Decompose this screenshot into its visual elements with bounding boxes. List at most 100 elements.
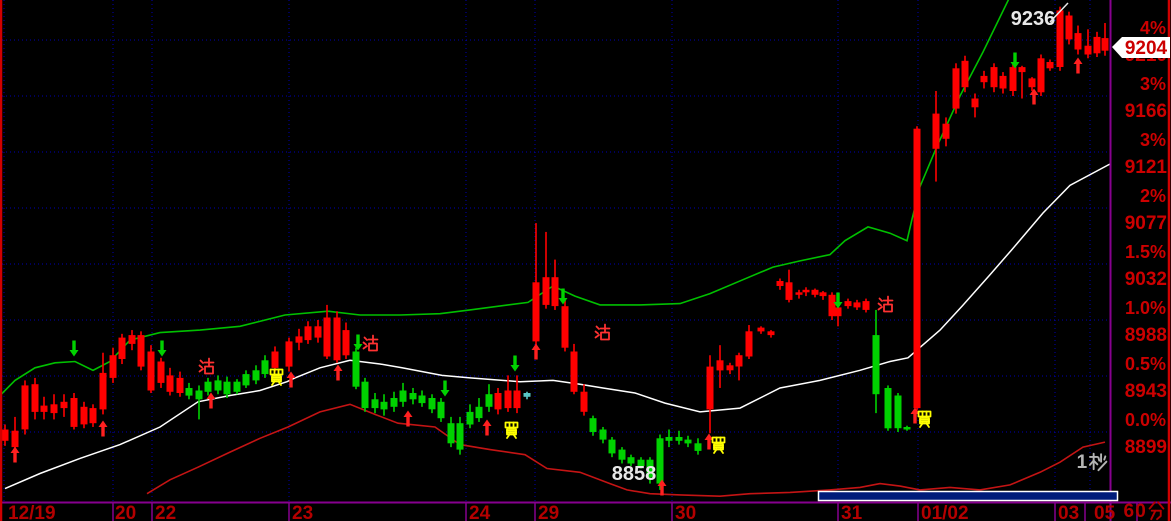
candlestick	[304, 321, 312, 344]
candlestick	[646, 457, 654, 484]
x-axis-label: 12/19	[8, 503, 56, 521]
candlestick	[684, 435, 692, 448]
x-axis-label: 20	[115, 503, 136, 521]
candlestick	[399, 382, 407, 407]
candlestick	[214, 375, 222, 395]
candlestick	[618, 447, 626, 464]
candlestick	[475, 398, 483, 422]
last-price-tag: 9204	[1112, 37, 1170, 59]
candlestick	[204, 377, 212, 396]
buy-arrow-up-icon	[531, 343, 541, 360]
buy-arrow-up-icon	[1029, 88, 1039, 105]
candlestick	[819, 291, 827, 300]
candlestick	[795, 289, 803, 299]
candlestick	[361, 377, 369, 412]
candlestick	[706, 355, 714, 434]
candlestick	[504, 375, 512, 412]
candlestick	[342, 322, 350, 360]
horizontal-scrollbar[interactable]	[817, 490, 1119, 502]
candlestick	[409, 387, 417, 405]
y-axis-percent-label: 0.0%	[1125, 410, 1166, 430]
candlestick	[371, 392, 379, 414]
candlestick	[599, 426, 607, 444]
y-axis-percent-label: 0.5%	[1125, 354, 1166, 374]
candlestick	[971, 93, 979, 118]
y-axis-price-label: 8943	[1125, 381, 1167, 402]
candlestick	[295, 328, 303, 351]
candlestick	[675, 430, 683, 445]
candlestick	[352, 347, 360, 390]
candlestick	[694, 438, 702, 455]
candlestick	[252, 365, 260, 385]
sell-arrow-down-icon	[353, 334, 363, 351]
y-axis-percent-label: 4%	[1140, 18, 1166, 38]
candlestick	[428, 394, 436, 414]
candlestick	[811, 288, 819, 298]
candlestick	[147, 345, 155, 393]
candlestick	[665, 429, 673, 448]
candlestick	[532, 223, 540, 348]
period-label: 6	[1123, 501, 1134, 521]
candlestick	[157, 357, 165, 388]
candlestick	[637, 457, 645, 469]
candlestick	[185, 382, 193, 400]
candlestick	[745, 325, 753, 360]
candlestick	[980, 70, 988, 89]
candlestick	[757, 326, 765, 334]
sell-signal-label	[198, 357, 215, 375]
candlestick	[932, 90, 940, 182]
candlestick	[1093, 31, 1101, 57]
sell-arrow-down-icon	[440, 380, 450, 397]
x-axis-label: 23	[292, 503, 313, 521]
candlestick	[271, 346, 279, 372]
y-axis-price-label: 8899	[1125, 437, 1167, 458]
y-axis-percent-label: 2%	[1140, 186, 1166, 206]
candlestick	[513, 375, 521, 414]
buy-arrow-up-icon	[1073, 57, 1083, 74]
candlestick	[767, 330, 775, 338]
candlestick	[735, 352, 743, 381]
candlestick	[466, 404, 474, 429]
price-tag-value: 9204	[1125, 38, 1168, 59]
candlestick	[118, 333, 126, 365]
high-price-label: 9236	[1011, 8, 1056, 30]
candlestick	[862, 298, 870, 313]
y-axis-percent-label: 3%	[1140, 130, 1166, 150]
candlestick	[1, 424, 9, 446]
candlestick	[70, 392, 78, 430]
buy-arrow-up-icon	[704, 433, 714, 450]
buy-arrow-up-icon	[333, 364, 343, 381]
x-axis-label: 05	[1094, 503, 1116, 521]
buy-arrow-up-icon	[98, 420, 108, 437]
sell-signal-label	[594, 323, 611, 341]
candlestick	[176, 371, 184, 397]
candlestick	[1084, 29, 1092, 59]
candlestick	[1056, 6, 1064, 71]
buy-arrow-up-icon	[657, 479, 667, 496]
candlestick	[913, 126, 921, 411]
x-axis-label: 30	[675, 503, 696, 521]
candlestick	[570, 343, 578, 395]
candlestick	[608, 437, 616, 458]
y-axis-price-label: 9077	[1125, 213, 1167, 234]
candlestick	[261, 355, 269, 378]
middle-band-line	[4, 163, 1111, 490]
refresh-interval-label-glyph	[1088, 452, 1108, 472]
buy-signal-label	[504, 421, 519, 439]
candlestick	[961, 55, 969, 93]
x-axis-label: 29	[538, 503, 559, 521]
candlestick	[828, 292, 836, 321]
candlestick	[390, 391, 398, 412]
candlestick	[21, 380, 29, 435]
candlestick	[1046, 59, 1054, 71]
candlestick	[223, 376, 231, 399]
upper-band-line	[0, 0, 1010, 397]
candlestick	[109, 347, 117, 383]
buy-arrow-up-icon	[206, 392, 216, 409]
candlestick	[31, 377, 39, 420]
candlestick	[447, 416, 455, 448]
buy-arrow-up-icon	[482, 419, 492, 436]
candlestick	[952, 63, 960, 114]
